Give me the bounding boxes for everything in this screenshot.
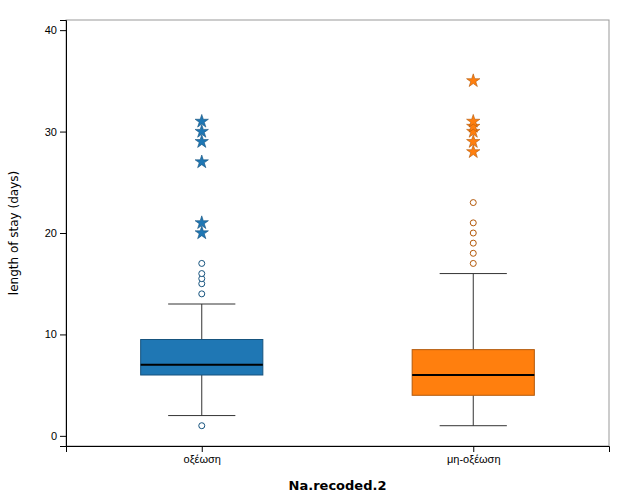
y-tick: 10 [45, 328, 66, 340]
axis-domain [60, 21, 67, 447]
extreme-outlier [467, 145, 480, 158]
box-group [141, 114, 263, 428]
median [412, 374, 534, 376]
whisker [473, 395, 474, 425]
x-tick: οξέωση [184, 446, 221, 465]
tick-label: μη-οξέωση [447, 453, 501, 465]
y-tick: 0 [51, 430, 66, 442]
extreme-outlier [195, 216, 208, 229]
tick-label: οξέωση [184, 453, 221, 465]
tick-mark [473, 446, 474, 452]
extreme-outlier [195, 125, 208, 138]
extreme-outlier [467, 74, 480, 87]
x-axis-title: Na.recoded.2 [289, 478, 387, 493]
tick-mark [202, 446, 203, 452]
y-axis: 0 10 20 30 40 [45, 21, 67, 447]
tick-mark [60, 132, 66, 133]
box-group [412, 74, 534, 426]
outlier [470, 260, 476, 266]
whisker-cap [168, 304, 235, 305]
outlier [199, 423, 205, 429]
tick-mark [60, 334, 66, 335]
box [141, 340, 263, 376]
tick-label: 0 [51, 430, 57, 442]
tick-mark [60, 233, 66, 234]
y-tick: 40 [45, 24, 66, 36]
extreme-outlier [195, 114, 208, 127]
tick-mark [60, 30, 66, 31]
tick-label: 40 [45, 24, 57, 36]
x-axis: οξέωση μη-οξέωση [67, 446, 610, 465]
x-tick: μη-οξέωση [447, 446, 501, 465]
outlier [470, 220, 476, 226]
extreme-outlier [467, 135, 480, 148]
whisker-cap [440, 425, 507, 426]
outlier [199, 271, 205, 277]
whisker-cap [440, 273, 507, 274]
tick-label: 10 [45, 328, 57, 340]
extreme-outlier [195, 155, 208, 168]
whisker [473, 274, 474, 350]
axis-domain [67, 447, 610, 453]
marks [141, 74, 535, 429]
outlier [470, 200, 476, 206]
whisker [201, 375, 202, 416]
y-tick: 30 [45, 126, 66, 138]
whisker [201, 304, 202, 340]
y-tick: 20 [45, 227, 66, 239]
y-axis-title: length of stay (days) [7, 171, 21, 295]
outlier [470, 230, 476, 236]
tick-label: 20 [45, 227, 57, 239]
plot-frame [66, 20, 609, 446]
outlier [470, 250, 476, 256]
chart: οξέωση μη-οξέωση 0 10 20 30 40 Na.recoded.2 leng… [0, 0, 629, 504]
extreme-outlier [195, 226, 208, 239]
outlier [470, 240, 476, 246]
tick-mark [60, 436, 66, 437]
extreme-outlier [195, 135, 208, 148]
outlier [199, 291, 205, 297]
median [141, 364, 263, 366]
extreme-outlier [467, 114, 480, 127]
outlier [199, 260, 205, 266]
whisker-cap [168, 415, 235, 416]
tick-label: 30 [45, 126, 57, 138]
box [412, 350, 534, 396]
